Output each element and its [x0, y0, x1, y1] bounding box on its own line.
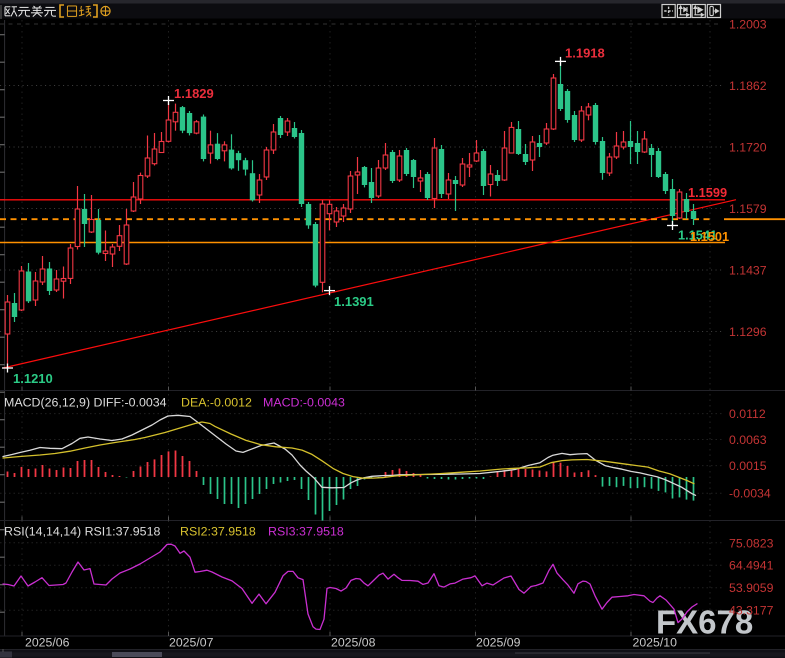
- svg-text:1.1862: 1.1862: [729, 79, 767, 93]
- svg-text:RSI2:37.9518: RSI2:37.9518: [180, 525, 256, 539]
- svg-text:MACD:-0.0043: MACD:-0.0043: [263, 396, 345, 410]
- svg-text:1.1210: 1.1210: [13, 371, 53, 386]
- svg-text:64.4941: 64.4941: [729, 559, 774, 573]
- svg-text:75.0823: 75.0823: [729, 536, 774, 550]
- svg-text:1.1501: 1.1501: [690, 229, 729, 244]
- svg-text:MACD(26,12,9) DIFF:-0.0034: MACD(26,12,9) DIFF:-0.0034: [4, 396, 167, 410]
- svg-text:0.0063: 0.0063: [729, 433, 767, 447]
- svg-text:43.3177: 43.3177: [729, 604, 774, 618]
- svg-text:1.1918: 1.1918: [565, 46, 605, 61]
- svg-text:1.1829: 1.1829: [174, 86, 214, 101]
- svg-text:1.1391: 1.1391: [334, 294, 374, 309]
- svg-text:1.1296: 1.1296: [729, 325, 767, 339]
- svg-text:1.1599: 1.1599: [688, 185, 727, 200]
- svg-text:DEA:-0.0012: DEA:-0.0012: [181, 396, 252, 410]
- svg-text:RSI3:37.9518: RSI3:37.9518: [268, 525, 344, 539]
- svg-text:0.0112: 0.0112: [729, 407, 766, 421]
- svg-text:2025/06: 2025/06: [25, 636, 70, 650]
- svg-text:0.0015: 0.0015: [729, 459, 767, 473]
- svg-text:1.1437: 1.1437: [729, 264, 767, 278]
- svg-text:2025/09: 2025/09: [476, 636, 521, 650]
- svg-text:FX678: FX678: [656, 604, 753, 641]
- svg-text:RSI(14,14,14) RSI1:37.9518: RSI(14,14,14) RSI1:37.9518: [4, 525, 160, 539]
- svg-text:1.1720: 1.1720: [729, 141, 767, 155]
- svg-text:1.2003: 1.2003: [729, 18, 767, 32]
- svg-text:2025/08: 2025/08: [331, 636, 376, 650]
- svg-text:1.1579: 1.1579: [729, 202, 767, 216]
- svg-text:-0.0034: -0.0034: [729, 487, 771, 501]
- svg-text:53.9059: 53.9059: [729, 581, 774, 595]
- svg-text:2025/10: 2025/10: [633, 636, 678, 650]
- svg-text:2025/07: 2025/07: [169, 636, 214, 650]
- svg-text:1.1541: 1.1541: [678, 228, 717, 243]
